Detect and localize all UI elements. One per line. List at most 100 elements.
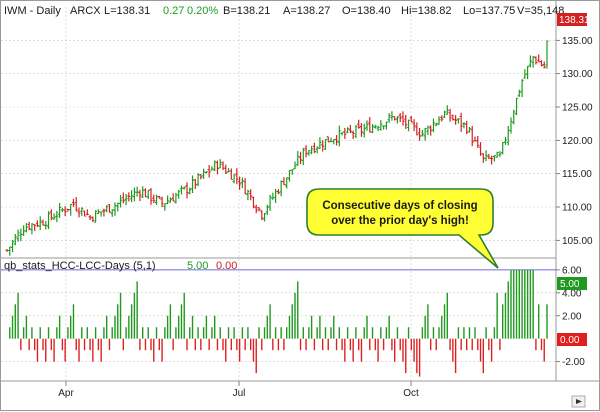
price-bar xyxy=(456,118,460,124)
price-bar xyxy=(503,136,508,145)
indicator-tick-label: 4.00 xyxy=(562,288,582,299)
price-bar xyxy=(534,56,538,65)
price-bar xyxy=(91,216,95,223)
price-bar xyxy=(368,117,372,133)
price-bar xyxy=(423,127,427,141)
price-bar xyxy=(329,137,333,143)
price-bar xyxy=(465,120,469,135)
price-bar xyxy=(321,140,325,152)
month-label: Jul xyxy=(233,388,246,399)
price-bar xyxy=(221,161,225,171)
price-bar xyxy=(13,233,17,246)
price-bar xyxy=(94,210,98,223)
price-bar xyxy=(8,246,12,256)
price-bar xyxy=(35,220,40,228)
symbol-label: IWM - Daily xyxy=(4,5,61,17)
price-bar xyxy=(514,97,519,116)
price-bar xyxy=(124,193,128,206)
price-bar xyxy=(526,65,530,80)
price-bar xyxy=(143,188,148,198)
price-bar xyxy=(24,222,28,233)
price-bar xyxy=(340,132,344,136)
price-bar xyxy=(177,189,181,199)
price-bar xyxy=(77,207,81,218)
price-bar xyxy=(135,186,139,197)
price-bar xyxy=(404,114,408,130)
scroll-right-icon[interactable] xyxy=(571,395,586,408)
price-bar xyxy=(215,160,220,175)
price-bar xyxy=(279,180,283,197)
price-tick-label: 130.00 xyxy=(562,69,593,80)
indicator-badge-red xyxy=(557,333,587,346)
price-bar xyxy=(102,208,106,217)
price-bar xyxy=(542,61,546,69)
price-bar xyxy=(429,125,433,136)
price-bar xyxy=(249,189,253,201)
high-price: Hi=138.82 xyxy=(401,5,451,17)
month-label: Oct xyxy=(403,388,419,399)
price-tick-label: 135.00 xyxy=(562,36,593,47)
last-price-badge xyxy=(557,13,587,26)
price-bar xyxy=(44,221,48,230)
price-bar xyxy=(262,213,267,222)
price-bar xyxy=(412,119,416,132)
price-bar xyxy=(10,239,15,253)
price-bar xyxy=(390,111,394,121)
price-bar xyxy=(437,116,441,126)
price-bar xyxy=(121,192,125,204)
price-bar xyxy=(105,205,109,213)
price-bar xyxy=(501,142,505,155)
price-bar xyxy=(149,188,153,205)
price-bar xyxy=(141,186,145,198)
change-value: 0.27 xyxy=(163,5,184,17)
indicator-value-green: 5.00 xyxy=(187,260,208,272)
price-bar xyxy=(359,123,364,137)
price-bar xyxy=(517,89,521,97)
price-bar xyxy=(332,139,336,145)
price-bar xyxy=(382,125,386,130)
price-bar xyxy=(420,129,424,137)
price-bar xyxy=(346,127,350,134)
price-bar xyxy=(251,196,256,209)
price-bar xyxy=(174,192,178,204)
price-bar xyxy=(409,116,413,123)
price-bar xyxy=(343,127,347,139)
price-bar xyxy=(426,125,430,136)
price-bar xyxy=(168,197,172,203)
price-bar xyxy=(459,112,463,132)
callout-shape xyxy=(306,188,499,269)
price-bar xyxy=(481,153,485,163)
price-bar xyxy=(66,208,70,212)
price-bar xyxy=(401,111,405,126)
price-tick-label: 120.00 xyxy=(562,136,593,147)
price-bar xyxy=(512,109,516,125)
price-bar xyxy=(69,203,73,216)
price-bar xyxy=(127,192,131,202)
price-bar xyxy=(52,213,56,220)
price-bar xyxy=(132,187,136,202)
price-bar xyxy=(185,182,189,199)
price-bar xyxy=(323,138,328,150)
price-bar xyxy=(113,202,117,216)
price-bar xyxy=(268,194,272,211)
indicator-title: qb_stats_HCC-LCC-Days (5,1) xyxy=(4,260,156,272)
price-bar xyxy=(71,198,76,207)
grid xyxy=(1,7,556,381)
price-bar xyxy=(373,124,377,129)
price-bar xyxy=(370,123,375,134)
indicator-tick-label: 2.00 xyxy=(562,311,582,322)
price-bar xyxy=(454,115,458,125)
price-bar xyxy=(348,124,352,134)
price-bar xyxy=(85,209,89,216)
price-bar xyxy=(406,119,411,132)
price-bar xyxy=(431,118,436,133)
price-bar xyxy=(337,125,341,147)
price-bar xyxy=(19,228,23,242)
price-bar xyxy=(296,151,300,166)
price-bar xyxy=(395,116,400,124)
price-bar xyxy=(531,56,535,68)
price-bar xyxy=(210,166,214,171)
indicator-badge-green-label: 5.00 xyxy=(560,279,580,290)
price-bar xyxy=(229,168,233,180)
